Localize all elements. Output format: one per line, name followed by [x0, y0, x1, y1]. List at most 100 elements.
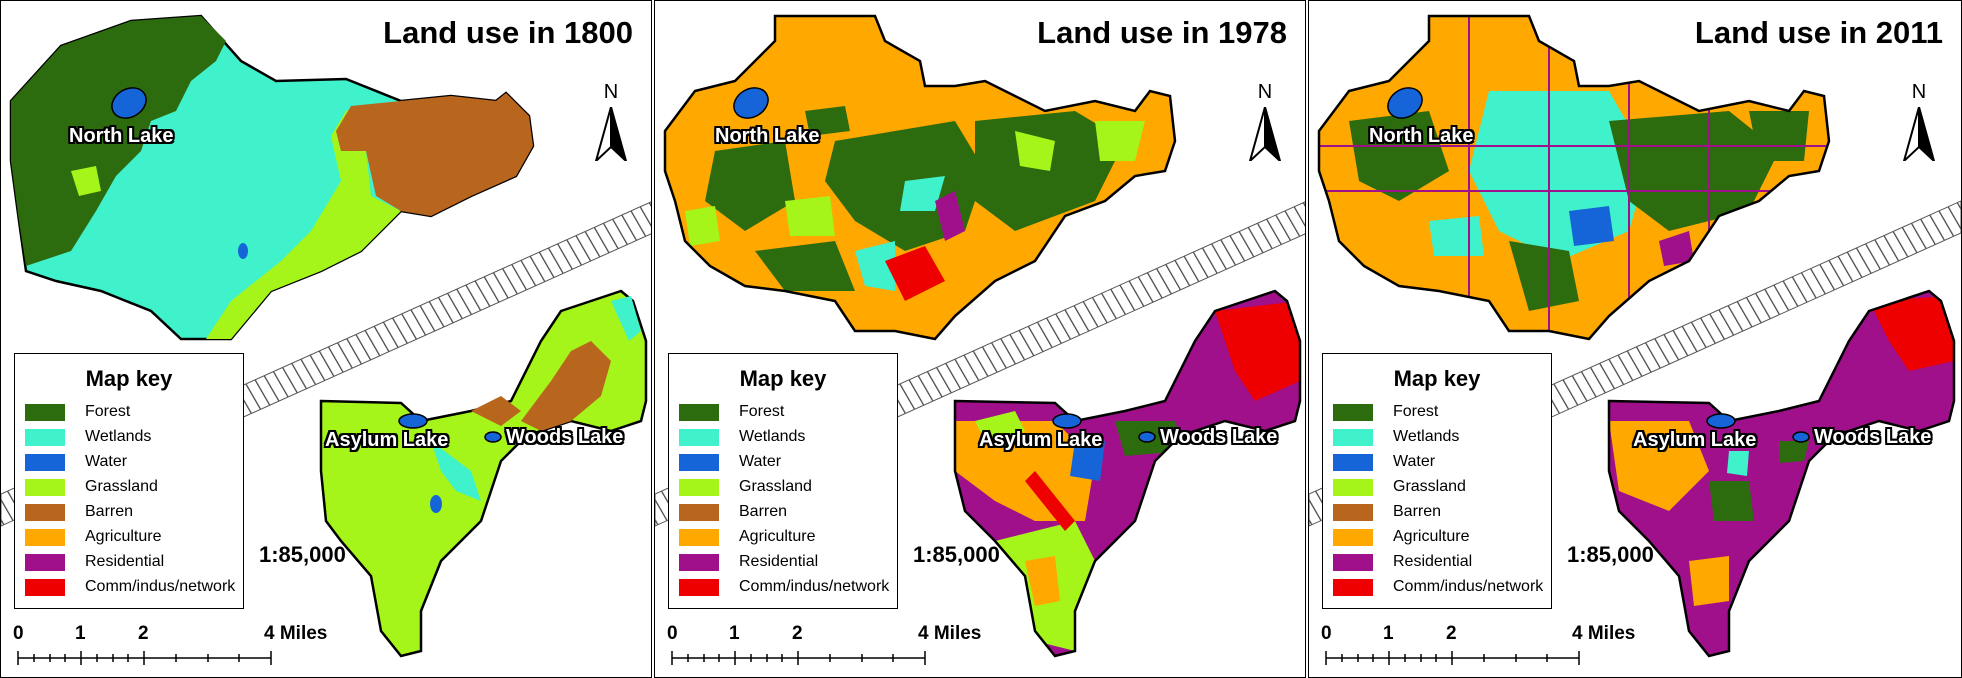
scale-bar: 0 1 2 4 Miles: [667, 623, 1007, 673]
north-arrow-icon: [1248, 107, 1282, 161]
legend-item-grassland: Grassland: [1333, 477, 1466, 497]
legend-label: Barren: [739, 503, 788, 520]
map-key: Map key Forest Wetlands Water Grassland …: [14, 353, 244, 609]
legend-swatch: [1333, 503, 1373, 521]
scale-ratio: 1:85,000: [259, 542, 346, 567]
north-region: [1317, 14, 1831, 341]
legend-swatch: [679, 428, 719, 446]
legend-swatch: [1333, 453, 1373, 471]
land-use-map-1978: [655, 14, 1305, 665]
legend-label: Agriculture: [739, 528, 816, 545]
map-key: Map key Forest Wetlands Water Grassland …: [1322, 353, 1552, 609]
legend-swatch: [1333, 428, 1373, 446]
legend-label: Wetlands: [85, 428, 152, 445]
woods-lake-label: Woods Lake: [1160, 426, 1278, 448]
legend-swatch: [1333, 578, 1373, 596]
woods-lake-label: Woods Lake: [1814, 426, 1932, 448]
legend-item-agriculture: Agriculture: [679, 527, 815, 547]
legend-item-grassland: Grassland: [679, 477, 812, 497]
legend-item-residential: Residential: [1333, 552, 1472, 572]
north-lake-label: North Lake: [1369, 125, 1474, 147]
legend-item-water: Water: [679, 452, 781, 472]
legend-item-agriculture: Agriculture: [1333, 527, 1469, 547]
scale-end-label: 4 Miles: [1572, 623, 1636, 644]
scale-tick-1: 1: [75, 623, 86, 644]
legend-label: Forest: [85, 403, 131, 420]
south-region: [953, 289, 1302, 658]
legend-item-residential: Residential: [25, 552, 164, 572]
legend-swatch: [25, 503, 65, 521]
legend-swatch: [25, 403, 65, 421]
legend-swatch: [25, 578, 65, 596]
map-key-title: Map key: [1393, 366, 1481, 391]
legend-item-comm-indus-network: Comm/indus/network: [1333, 577, 1543, 597]
legend-item-forest: Forest: [25, 402, 130, 422]
legend-swatch: [1333, 528, 1373, 546]
legend-item-comm-indus-network: Comm/indus/network: [679, 577, 889, 597]
legend-label: Wetlands: [1393, 428, 1460, 445]
legend-label: Grassland: [85, 478, 158, 495]
legend-label: Grassland: [739, 478, 812, 495]
legend-label: Agriculture: [85, 528, 162, 545]
panel-title: Land use in 2011: [1694, 15, 1943, 50]
north-arrow: N: [1902, 81, 1936, 161]
map-key-title: Map key: [85, 366, 173, 391]
map-panel-1800: Land use in 1800 North Lake Asylum Lake …: [0, 0, 652, 678]
asylum-lake-label: Asylum Lake: [325, 429, 449, 451]
scale-bar: 0 1 2 4 Miles: [13, 623, 353, 673]
legend-item-barren: Barren: [1333, 502, 1441, 522]
legend-item-grassland: Grassland: [25, 477, 158, 497]
legend-label: Wetlands: [739, 428, 806, 445]
legend-item-comm-indus-network: Comm/indus/network: [25, 577, 235, 597]
north-arrow: N: [1248, 81, 1282, 161]
legend-swatch: [25, 478, 65, 496]
scale-tick-0: 0: [13, 623, 24, 644]
legend-item-barren: Barren: [25, 502, 133, 522]
land-use-map-2011: [1309, 14, 1961, 665]
legend-label: Water: [739, 453, 782, 470]
north-region: [663, 14, 1177, 341]
legend-swatch: [25, 528, 65, 546]
legend-item-water: Water: [1333, 452, 1435, 472]
north-arrow-letter: N: [1257, 81, 1273, 103]
north-arrow-letter: N: [1911, 81, 1927, 103]
legend-label: Water: [85, 453, 128, 470]
north-arrow-icon: [1902, 107, 1936, 161]
scale-tick-0: 0: [1321, 623, 1332, 644]
panel-title: Land use in 1800: [383, 15, 633, 50]
scale-tick-2: 2: [792, 623, 803, 644]
north-lake-label: North Lake: [69, 125, 174, 147]
legend-swatch: [679, 528, 719, 546]
legend-label: Comm/indus/network: [1393, 578, 1544, 595]
legend-item-barren: Barren: [679, 502, 787, 522]
legend-swatch: [679, 578, 719, 596]
scale-ratio: 1:85,000: [913, 542, 1000, 567]
legend-item-wetlands: Wetlands: [1333, 427, 1459, 447]
woods-lake-label: Woods Lake: [506, 426, 624, 448]
north-arrow-icon: [594, 107, 628, 161]
legend-label: Residential: [85, 553, 165, 570]
legend-label: Grassland: [1393, 478, 1466, 495]
scale-tick-1: 1: [1383, 623, 1394, 644]
scale-tick-1: 1: [729, 623, 740, 644]
legend-item-forest: Forest: [679, 402, 784, 422]
legend-swatch: [679, 478, 719, 496]
map-panel-1978: Land use in 1978 North Lake Asylum Lake …: [654, 0, 1306, 678]
legend-label: Barren: [1393, 503, 1442, 520]
scale-tick-2: 2: [1446, 623, 1457, 644]
north-lake-label: North Lake: [715, 125, 820, 147]
legend-item-wetlands: Wetlands: [25, 427, 151, 447]
legend-label: Agriculture: [1393, 528, 1470, 545]
scale-ratio: 1:85,000: [1567, 542, 1654, 567]
south-region: [1607, 289, 1956, 658]
legend-label: Comm/indus/network: [739, 578, 890, 595]
legend-swatch: [1333, 478, 1373, 496]
scale-bar: 0 1 2 4 Miles: [1321, 623, 1661, 673]
legend-swatch: [679, 453, 719, 471]
scale-end-label: 4 Miles: [918, 623, 982, 644]
legend-item-agriculture: Agriculture: [25, 527, 161, 547]
map-key: Map key Forest Wetlands Water Grassland …: [668, 353, 898, 609]
legend-swatch: [25, 553, 65, 571]
legend-item-wetlands: Wetlands: [679, 427, 805, 447]
